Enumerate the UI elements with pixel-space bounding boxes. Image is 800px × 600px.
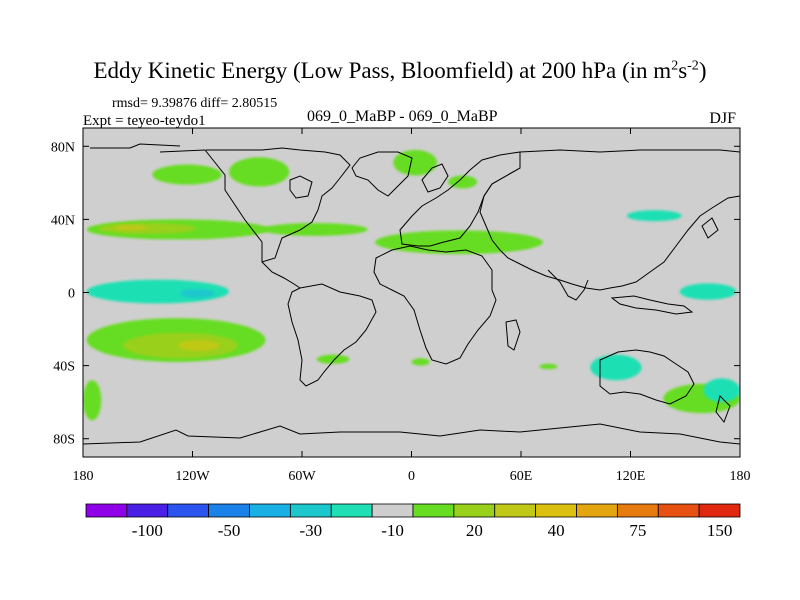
field-alaska-blob [152,164,222,185]
coastline-australia [599,349,695,405]
colorbar-swatch [576,503,618,518]
coastline-scandinavia [421,163,449,193]
coastline-north-america [159,147,351,263]
colorbar-swatch [330,503,373,518]
x-tick-label: 120W [175,469,210,484]
x-tick-label: 120E [616,469,646,484]
field-mediterranean-band [375,230,543,255]
field-siberia-spot [448,175,478,189]
field-south-indian-spot [539,363,558,370]
coastline-south-america [287,283,377,387]
colorbar-swatch [249,503,291,518]
colorbar-swatch [494,503,537,518]
colorbar-label: -50 [218,521,241,540]
experiment-label: Expt = teyeo-teydo1 [83,113,206,129]
coastline-indonesia [610,295,694,315]
field-atlantic-band [261,223,368,236]
field-southern-ocean-cyan [703,378,740,403]
coastline-central-america [261,261,301,289]
stats-line: rmsd= 9.39876 diff= 2.80515 [112,96,278,111]
coastline-asia [479,149,740,291]
colorbar-label: -30 [299,521,322,540]
y-tick-label: 80S [53,433,75,448]
colorbar-swatch [616,503,659,518]
anomaly-field-layer [83,149,740,421]
field-equatorial-pacific-blue [179,288,215,298]
colorbar-label: 150 [707,521,733,540]
season-label: DJF [709,110,736,127]
x-tick-label: 0 [408,469,415,484]
x-tick-label: 180 [730,469,751,484]
colorbar-swatch [698,503,741,518]
colorbar-label: -10 [381,521,404,540]
colorbar-swatch [371,503,414,518]
field-indian-ocean-cyan [590,354,642,381]
colorbar-swatch [126,503,169,518]
colorbar-swatch [657,503,700,518]
colorbar: -100 -50 -30 -10 20 40 75 150 [85,503,741,540]
coastline-antarctica [83,423,740,445]
colorbar-swatch [412,503,455,518]
colorbar-swatch [167,503,210,518]
x-tick-label: 60E [510,469,533,484]
coastline-africa [373,245,497,365]
colorbar-label: -100 [132,521,163,540]
case-label: 069_0_MaBP - 069_0_MaBP [307,108,498,125]
coastline-madagascar [505,319,521,351]
field-nw-pacific-cyan [626,210,682,222]
coastline-india [547,269,589,301]
chart-title: Eddy Kinetic Energy (Low Pass, Bloomfiel… [93,58,707,83]
colorbar-swatch [289,503,332,518]
y-tick-label: 40N [51,213,75,228]
field-far-south-pacific [83,380,102,421]
field-south-pacific-core [177,340,220,351]
coastline-layer [83,143,740,445]
colorbar-swatch [535,503,577,518]
coastline-new-zealand [715,395,731,423]
field-west-pacific-cyan [679,283,737,300]
axis-layer: 180 120W 60W 0 60E 120E 180 80N 40N 0 40S 80S [51,128,751,484]
y-tick-label: 40S [53,360,75,375]
field-north-pacific-high [97,223,197,235]
colorbar-swatch [208,503,250,518]
field-greenland-blob [393,149,438,176]
y-tick-label: 0 [68,287,75,302]
colorbar-label: 40 [548,521,565,540]
coastline-greenland [351,151,413,197]
y-tick-label: 80N [51,140,75,155]
field-south-atlantic-spot [316,354,350,364]
coastline-hudson-bay [289,175,313,199]
coastline-arctic-islands [90,143,181,149]
colorbar-label: 20 [466,521,483,540]
x-tick-label: 60W [288,469,316,484]
coastline-japan [701,217,719,239]
colorbar-swatch [453,503,496,518]
x-tick-label: 180 [73,469,94,484]
colorbar-label: 75 [629,521,646,540]
colorbar-swatch [85,503,128,518]
field-south-atlantic-spot-2 [411,358,430,366]
field-north-pacific-core [114,224,147,231]
field-canada-blob [228,157,290,187]
